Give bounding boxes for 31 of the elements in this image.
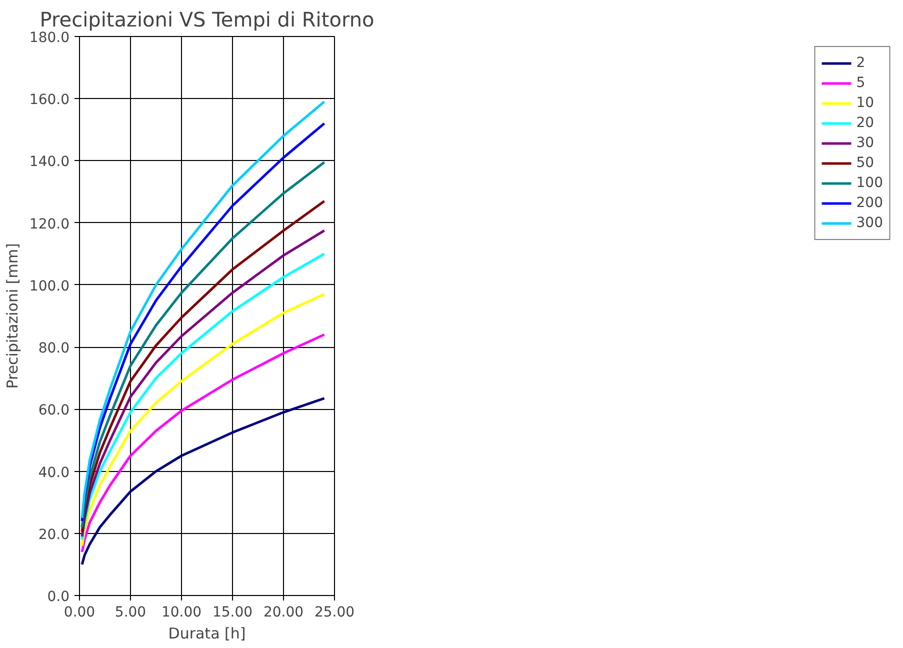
- line-series: [80, 333, 326, 554]
- x-tick-label: 0.00: [64, 604, 96, 620]
- y-tick-label: 140.0: [29, 154, 70, 170]
- y-tick-label: 160.0: [29, 92, 70, 108]
- line-series: [80, 293, 326, 548]
- y-tick-label: 60.0: [38, 402, 70, 419]
- legend-label: 10: [856, 95, 876, 111]
- y-tick-label: 120.0: [29, 216, 70, 232]
- y-tick-label: 100.0: [29, 278, 70, 294]
- x-tick-label: 10.00: [161, 604, 202, 620]
- y-tick-label: 80.0: [38, 340, 70, 357]
- y-tick-label: 180.0: [29, 30, 70, 46]
- y-tick-label: 40.0: [38, 464, 70, 481]
- legend-label: 20: [856, 115, 876, 131]
- x-tick-label: 25.00: [314, 604, 355, 620]
- legend-label: 100: [856, 175, 883, 191]
- x-tick-label: 5.00: [114, 604, 146, 620]
- legend-label: 5: [856, 75, 866, 91]
- legend-label: 300: [856, 215, 883, 231]
- x-tick-label: 20.00: [263, 604, 304, 620]
- line-series: [80, 397, 326, 566]
- y-axis-title: Precipitazioni [mm]: [3, 243, 22, 389]
- chart-title: Precipitazioni VS Tempi di Ritorno: [40, 8, 374, 32]
- x-axis-title: Durata [h]: [168, 624, 246, 642]
- legend-label: 2: [856, 55, 866, 71]
- x-tick-label: 15.00: [212, 604, 253, 620]
- y-tick-label: 20.0: [38, 526, 70, 543]
- legend-label: 200: [856, 195, 883, 211]
- y-tick-label: 0.0: [47, 589, 70, 605]
- legend-label: 50: [856, 155, 876, 171]
- legend-label: 30: [856, 135, 876, 151]
